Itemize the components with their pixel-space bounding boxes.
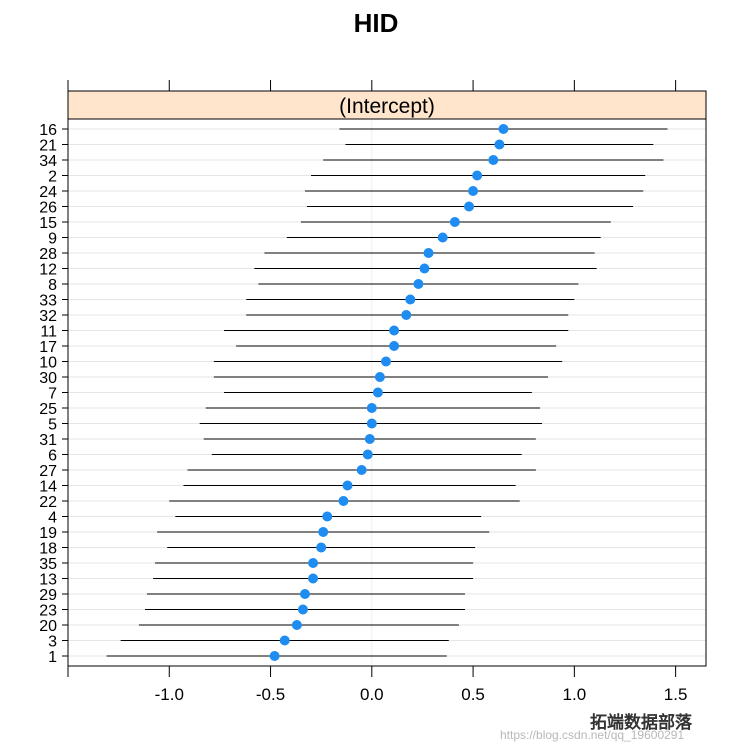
category-label: 23 [39,603,57,620]
x-tick-label: -0.5 [256,685,285,704]
estimate-point [380,356,391,367]
chart-title: HID [354,8,399,38]
category-label: 15 [39,215,57,232]
estimate-point [405,294,416,305]
estimate-point [269,651,280,661]
estimate-point [449,217,460,227]
category-label: 13 [39,572,57,589]
category-label: 29 [39,587,57,604]
estimate-point [316,542,327,553]
estimate-point [389,341,400,351]
x-tick-label: 0.5 [461,685,485,704]
estimate-point [356,465,367,475]
estimate-point [322,511,333,522]
category-label: 20 [39,618,57,635]
panel-strip-label: (Intercept) [339,95,435,118]
estimate-point [362,449,373,460]
point-layer [269,124,509,661]
category-label: 11 [40,324,57,341]
estimate-point [464,201,475,212]
estimate-point [366,403,377,413]
category-label: 17 [39,339,57,356]
estimate-point [308,558,319,568]
estimate-point [291,620,302,630]
estimate-point [372,387,383,398]
x-tick-label: 1.5 [664,685,688,704]
category-label: 28 [39,246,57,263]
category-label: 9 [48,231,57,248]
estimate-point [299,589,310,599]
x-tick-label: 0.0 [360,685,384,704]
category-label: 31 [39,432,57,449]
watermark-sub: https://blog.csdn.net/qq_19600291 [500,728,685,742]
panel-frame [67,90,707,667]
category-label: 19 [39,525,57,542]
estimate-point [468,186,479,196]
category-label: 22 [39,494,57,511]
category-label: 12 [39,262,57,279]
category-label: 35 [39,556,57,573]
category-label: 25 [39,401,57,418]
category-label: 5 [48,417,57,434]
category-label: 21 [39,138,57,155]
category-label: 24 [39,184,57,201]
category-label: 3 [48,634,57,651]
estimate-point [472,170,483,181]
category-label: 34 [39,153,57,170]
x-tick-label: 1.0 [563,685,587,704]
estimate-point [342,480,353,491]
estimate-point [366,418,377,429]
category-label: 10 [39,355,57,372]
estimate-point [498,124,509,134]
category-label: 27 [39,463,57,480]
estimate-point [488,155,499,165]
category-label: 16 [39,122,57,139]
category-label: 18 [39,541,57,558]
panel-strip [67,90,707,120]
estimate-point [318,527,329,537]
category-label: 2 [48,169,57,186]
estimate-point [401,310,412,320]
estimate-point [308,573,319,584]
category-label: 7 [48,386,57,403]
estimate-point [419,263,430,274]
category-label: 1 [48,649,57,666]
estimate-point [413,279,424,289]
estimate-point [494,139,505,150]
estimate-point [374,372,385,382]
watermark-main: 拓端数据部落 [590,713,692,732]
category-label: 8 [48,277,57,294]
x-tick-label: -1.0 [155,685,184,704]
estimate-point [437,232,448,243]
estimate-point [423,248,434,258]
category-label: 6 [48,448,57,465]
category-label: 4 [48,510,57,527]
category-label: 14 [39,479,57,496]
estimate-point [279,635,290,646]
category-label: 30 [39,370,57,387]
estimate-point [364,434,375,444]
estimate-point [297,604,308,615]
estimate-point [389,325,400,336]
category-label: 32 [39,308,57,325]
category-label: 26 [39,200,57,217]
category-label-layer: 1621342242615928128333211171030725531627… [39,122,68,666]
axis-layer: -1.0 -0.5 0.0 0.5 1.0 1.5 [67,80,688,704]
category-label: 33 [39,293,57,310]
estimate-point [338,496,349,506]
